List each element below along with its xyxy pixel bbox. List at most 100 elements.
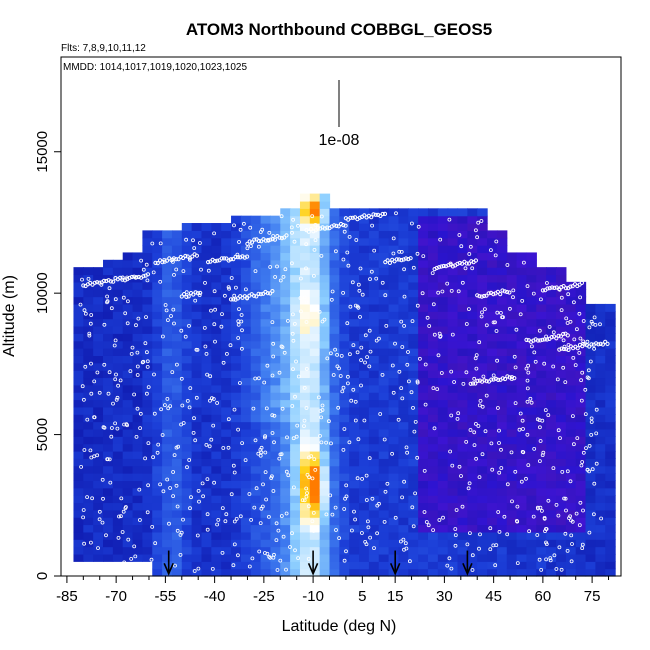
heatmap-cell	[162, 553, 173, 562]
flight-track-point	[248, 225, 253, 230]
heatmap-cell	[270, 237, 281, 246]
flight-track-point	[245, 254, 250, 259]
heatmap-cell	[221, 384, 232, 393]
flight-track-point	[89, 540, 93, 545]
flight-track-point	[125, 423, 129, 428]
heatmap-cell	[142, 495, 153, 504]
heatmap-cell	[398, 480, 409, 489]
flight-track-point	[259, 450, 264, 455]
heatmap-cell	[112, 539, 124, 548]
flight-track-point	[115, 426, 120, 431]
heatmap-cell	[93, 517, 104, 526]
heatmap-cell	[536, 311, 547, 320]
heatmap-cell	[329, 267, 340, 276]
heatmap-cell	[299, 531, 311, 540]
heatmap-cell	[487, 348, 498, 356]
heatmap-cell	[171, 362, 183, 371]
heatmap-cell	[122, 450, 134, 459]
heatmap-cell	[329, 421, 340, 430]
heatmap-cell	[427, 348, 439, 356]
heatmap-cell	[565, 377, 577, 386]
heatmap-cell	[270, 524, 281, 533]
flight-track-point	[173, 563, 177, 568]
heatmap-cell	[181, 473, 193, 481]
flight-track-point	[349, 528, 354, 533]
heatmap-cell	[427, 495, 439, 504]
heatmap-cell	[152, 267, 163, 276]
heatmap-cell	[457, 325, 468, 334]
flight-track-point	[285, 435, 289, 440]
heatmap-cell	[467, 267, 478, 276]
heatmap-cell	[437, 274, 449, 283]
heatmap-cell	[418, 348, 429, 356]
flight-track-point	[466, 307, 471, 312]
heatmap-cell	[388, 230, 400, 239]
heatmap-cell	[171, 561, 183, 570]
heatmap-cell	[103, 421, 114, 430]
flight-track-point	[211, 423, 216, 428]
heatmap-cell	[240, 392, 252, 401]
flight-track-point	[562, 496, 566, 501]
flight-track-point	[540, 337, 545, 342]
heatmap-cell	[388, 531, 400, 540]
heatmap-cell	[437, 421, 449, 430]
heatmap-cell	[418, 553, 429, 562]
heatmap-cell	[565, 311, 577, 320]
flight-track-point	[304, 300, 309, 305]
heatmap-cell	[270, 223, 281, 231]
y-axis-label: Altitude (m)	[1, 275, 18, 357]
heatmap-cell	[427, 568, 439, 577]
heatmap-cell	[487, 495, 498, 504]
heatmap-cell	[93, 546, 104, 555]
heatmap-cell	[260, 414, 272, 423]
flight-track-point	[231, 257, 236, 262]
heatmap-cell	[93, 399, 104, 408]
heatmap-cell	[457, 436, 468, 445]
flight-track-point	[252, 237, 257, 242]
flight-track-point	[372, 248, 377, 253]
heatmap-cell	[280, 531, 291, 540]
heatmap-cell	[152, 568, 163, 577]
flight-track-point	[155, 450, 160, 455]
heatmap-cell	[349, 325, 360, 334]
heatmap-cell	[132, 377, 144, 386]
heatmap-cell	[546, 377, 557, 386]
heatmap-cell	[575, 392, 587, 401]
heatmap-cell	[152, 296, 163, 305]
heatmap-cell	[496, 303, 508, 312]
heatmap-cell	[585, 311, 596, 320]
flight-track-point	[449, 288, 454, 293]
heatmap-cell	[516, 553, 528, 562]
flight-track-point	[363, 360, 367, 365]
heatmap-cell	[240, 553, 252, 562]
heatmap-cell	[398, 428, 409, 437]
heatmap-cell	[398, 274, 409, 283]
heatmap-cell	[418, 296, 429, 305]
heatmap-cell	[418, 281, 429, 290]
heatmap-cell	[457, 531, 468, 540]
heatmap-cell	[467, 539, 478, 548]
heatmap-cell	[231, 553, 242, 562]
heatmap-cell	[211, 443, 222, 452]
heatmap-cell	[270, 384, 281, 393]
heatmap-cell	[378, 428, 390, 437]
heatmap-cell	[309, 325, 321, 334]
heatmap-cell	[181, 465, 193, 474]
flight-track-point	[512, 354, 517, 359]
flight-track-point	[380, 280, 385, 285]
flight-track-point	[272, 440, 276, 445]
flight-track-point	[275, 264, 279, 269]
heatmap-cell	[290, 473, 301, 481]
flight-track-point	[259, 506, 264, 511]
heatmap-cell	[349, 414, 360, 423]
heatmap-cell	[477, 495, 488, 504]
flight-track-point	[152, 372, 156, 377]
heatmap-cell	[418, 340, 429, 349]
heatmap-cell	[467, 399, 478, 408]
heatmap-cell	[221, 348, 232, 356]
flight-track-point	[248, 244, 253, 249]
heatmap-cell	[73, 274, 84, 283]
heatmap-cell	[457, 311, 468, 320]
heatmap-cell	[270, 531, 281, 540]
heatmap-cell	[112, 524, 124, 533]
